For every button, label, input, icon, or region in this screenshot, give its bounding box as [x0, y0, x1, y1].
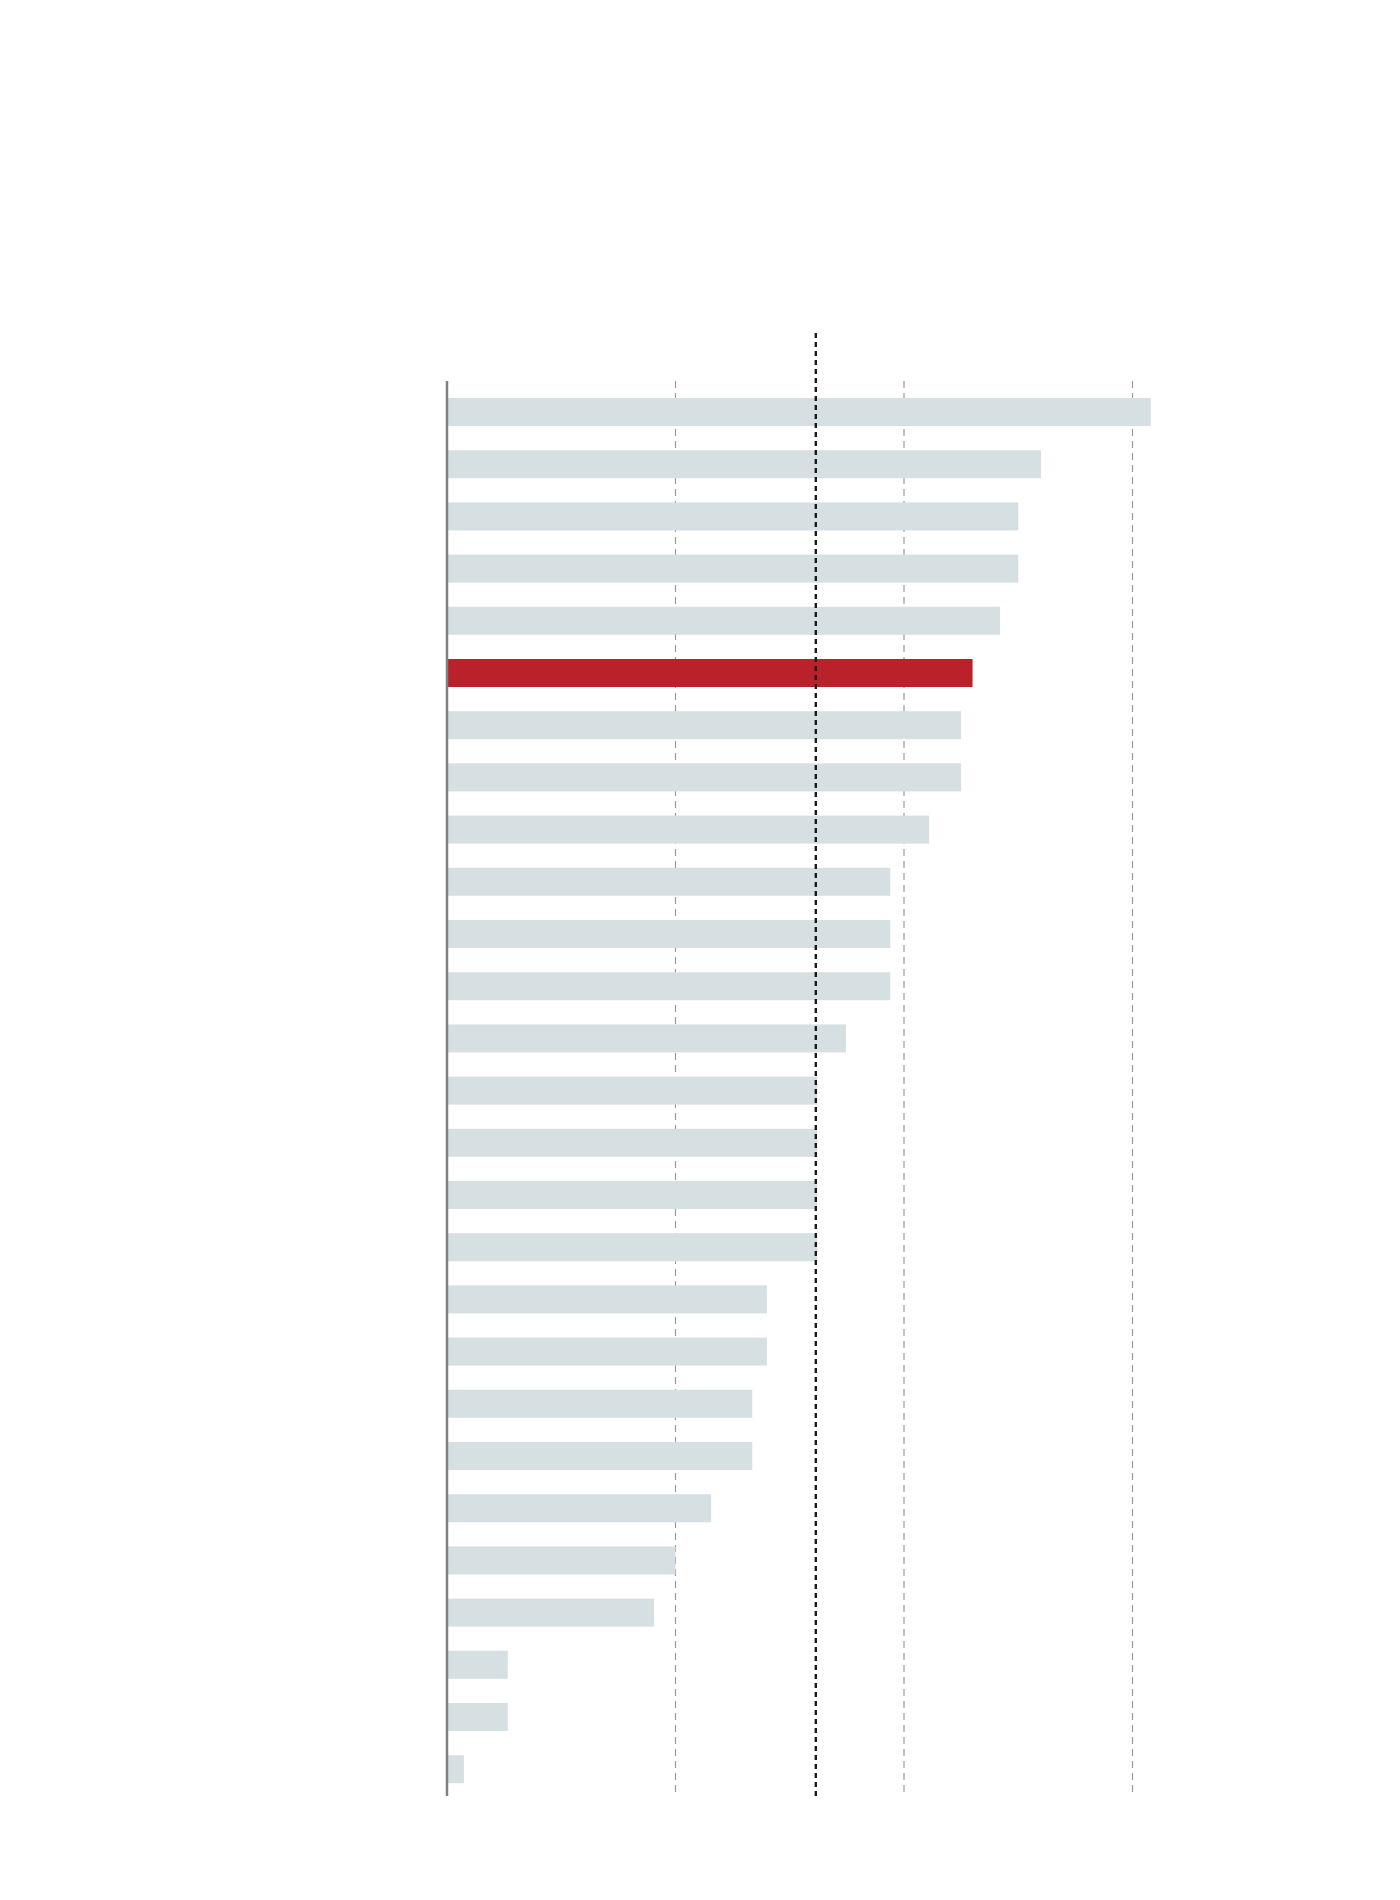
bar-3 — [447, 502, 1019, 531]
bar-7 — [447, 711, 962, 740]
bar-20 — [447, 1389, 753, 1418]
bar-16 — [447, 1181, 818, 1209]
bar-15 — [447, 1128, 818, 1157]
bar-1 — [447, 398, 1151, 426]
bar-23 — [447, 1546, 676, 1575]
bar-2 — [447, 450, 1042, 479]
bar-25 — [447, 1650, 508, 1679]
bar-17 — [447, 1233, 818, 1262]
bar-10 — [447, 867, 891, 896]
bar-8 — [447, 763, 962, 792]
bar-26 — [447, 1703, 508, 1731]
bar-19 — [447, 1337, 767, 1366]
bars — [447, 398, 1151, 1784]
bar-4 — [447, 554, 1019, 583]
bar-5 — [447, 606, 1000, 635]
bar-21 — [447, 1442, 753, 1470]
bar-24 — [447, 1598, 655, 1627]
bar-12 — [447, 972, 891, 1001]
bar-9 — [447, 815, 930, 844]
bar-22 — [447, 1494, 712, 1523]
bar-14 — [447, 1076, 818, 1105]
bar-18 — [447, 1285, 767, 1314]
bar-13 — [447, 1024, 846, 1053]
highlighted-bar — [447, 659, 973, 687]
bar-11 — [447, 920, 891, 948]
bar-27 — [447, 1755, 464, 1784]
